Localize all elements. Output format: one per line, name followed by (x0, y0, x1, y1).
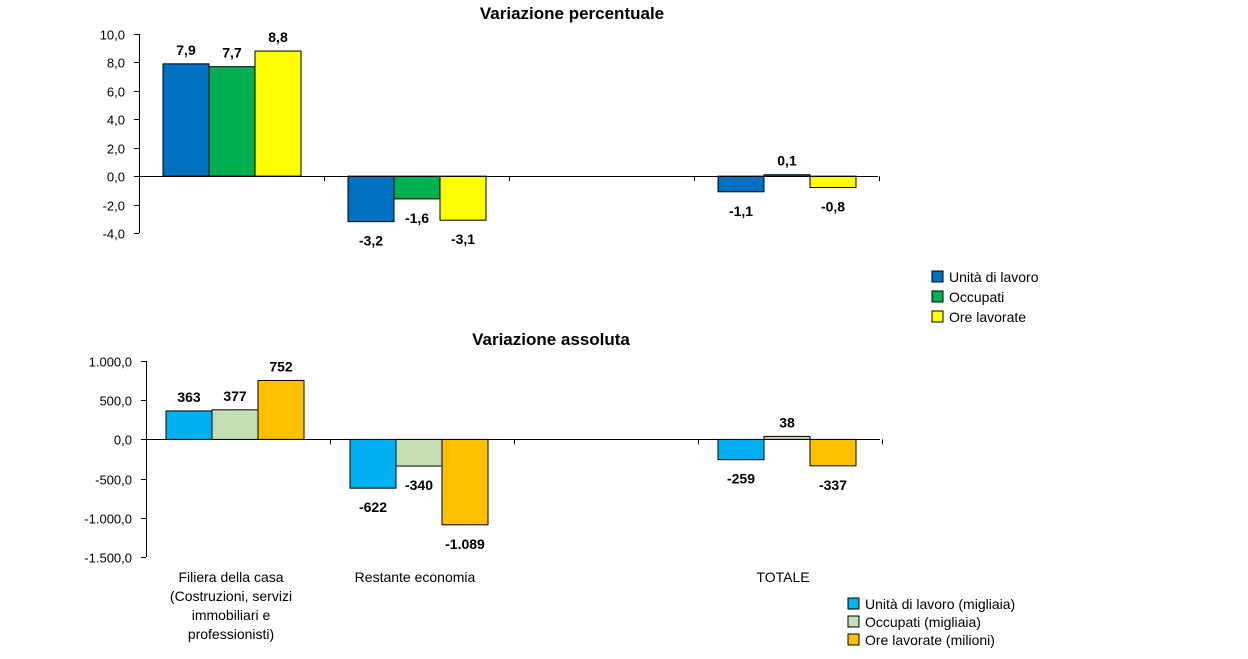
bar-abs-series2-cat3 (809, 438, 857, 467)
legend-label: Ore lavorate (milioni) (865, 632, 995, 648)
legend-label: Ore lavorate (949, 309, 1026, 325)
y-tick-label: 0,0 (107, 170, 125, 185)
bar-pct-series2-cat1 (439, 175, 487, 221)
bar-abs-series1-cat1 (395, 438, 443, 467)
data-label: -3,1 (451, 231, 475, 247)
bar-abs-series0-cat0 (165, 410, 213, 440)
data-label: 38 (779, 414, 795, 430)
chart-title: Variazione percentuale (480, 4, 664, 23)
data-label: -337 (819, 477, 847, 493)
y-tick-label: -500,0 (95, 473, 132, 488)
y-tick-label: 10,0 (100, 28, 125, 43)
data-label: 7,9 (176, 42, 196, 58)
legend-swatch (931, 310, 944, 323)
bar-abs-series2-cat1 (441, 438, 489, 526)
category-label-line: Restante economia (355, 569, 476, 585)
legend-swatch (847, 597, 860, 610)
data-label: 7,7 (222, 45, 242, 61)
category-label: Restante economia (355, 569, 476, 585)
category-label-line: Filiera della casa (178, 569, 283, 585)
legend-swatch (931, 290, 944, 303)
legend-swatch (931, 270, 944, 283)
y-tick-label: 1.000,0 (89, 355, 132, 370)
data-label: 363 (177, 389, 201, 405)
bar-abs-series1-cat0 (211, 409, 259, 440)
y-tick-label: 0,0 (114, 433, 132, 448)
data-label: 0,1 (777, 153, 797, 169)
bar-pct-series2-cat0 (254, 50, 302, 177)
legend-swatch (847, 633, 860, 646)
bar-pct-series2-cat3 (809, 175, 857, 189)
category-label: Filiera della casa (Costruzioni, servizi i… (170, 569, 292, 642)
bar-pct-series0-cat1 (347, 175, 395, 223)
data-label: -340 (405, 477, 433, 493)
bar-pct-series1-cat3 (763, 174, 811, 177)
bar-pct-series0-cat0 (162, 63, 210, 177)
bar-abs-series0-cat3 (717, 438, 765, 461)
bar-pct-series1-cat0 (208, 66, 256, 177)
category-label-line: professionisti) (188, 626, 274, 642)
legend-label: Unità di lavoro (949, 269, 1039, 285)
data-label: -1,1 (729, 203, 753, 219)
y-tick-label: 2,0 (107, 142, 125, 157)
data-label: -1.089 (445, 536, 485, 552)
bar-abs-series1-cat3 (763, 435, 811, 440)
data-label: 752 (269, 358, 293, 374)
legend-label: Occupati (migliaia) (865, 614, 981, 630)
y-tick-label: -1.000,0 (84, 512, 132, 527)
bar-abs-series2-cat0 (257, 379, 305, 440)
legend-label: Unità di lavoro (migliaia) (865, 596, 1015, 612)
category-label-line: immobiliari e (192, 607, 271, 623)
data-label: 377 (223, 388, 247, 404)
y-tick-label: 4,0 (107, 113, 125, 128)
category-label-line: TOTALE (756, 569, 809, 585)
legend-swatch (847, 615, 860, 628)
data-label: -3,2 (359, 233, 383, 249)
y-tick-label: 500,0 (99, 394, 132, 409)
y-tick-label: 6,0 (107, 85, 125, 100)
y-tick-label: -4,0 (103, 227, 125, 242)
data-label: -622 (359, 499, 387, 515)
bar-pct-series1-cat1 (393, 175, 441, 200)
data-label: -1,6 (405, 210, 429, 226)
bar-abs-series0-cat1 (349, 438, 397, 489)
category-label-line: (Costruzioni, servizi (170, 588, 292, 604)
y-tick-label: -1.500,0 (84, 551, 132, 566)
chart-title: Variazione assoluta (472, 330, 630, 349)
bar-pct-series0-cat3 (717, 175, 765, 193)
category-label: TOTALE (756, 569, 809, 585)
y-tick-label: 8,0 (107, 56, 125, 71)
y-tick-label: -2,0 (103, 199, 125, 214)
data-label: -0,8 (821, 199, 845, 215)
data-label: -259 (727, 471, 755, 487)
legend-label: Occupati (949, 289, 1004, 305)
data-label: 8,8 (268, 29, 288, 45)
